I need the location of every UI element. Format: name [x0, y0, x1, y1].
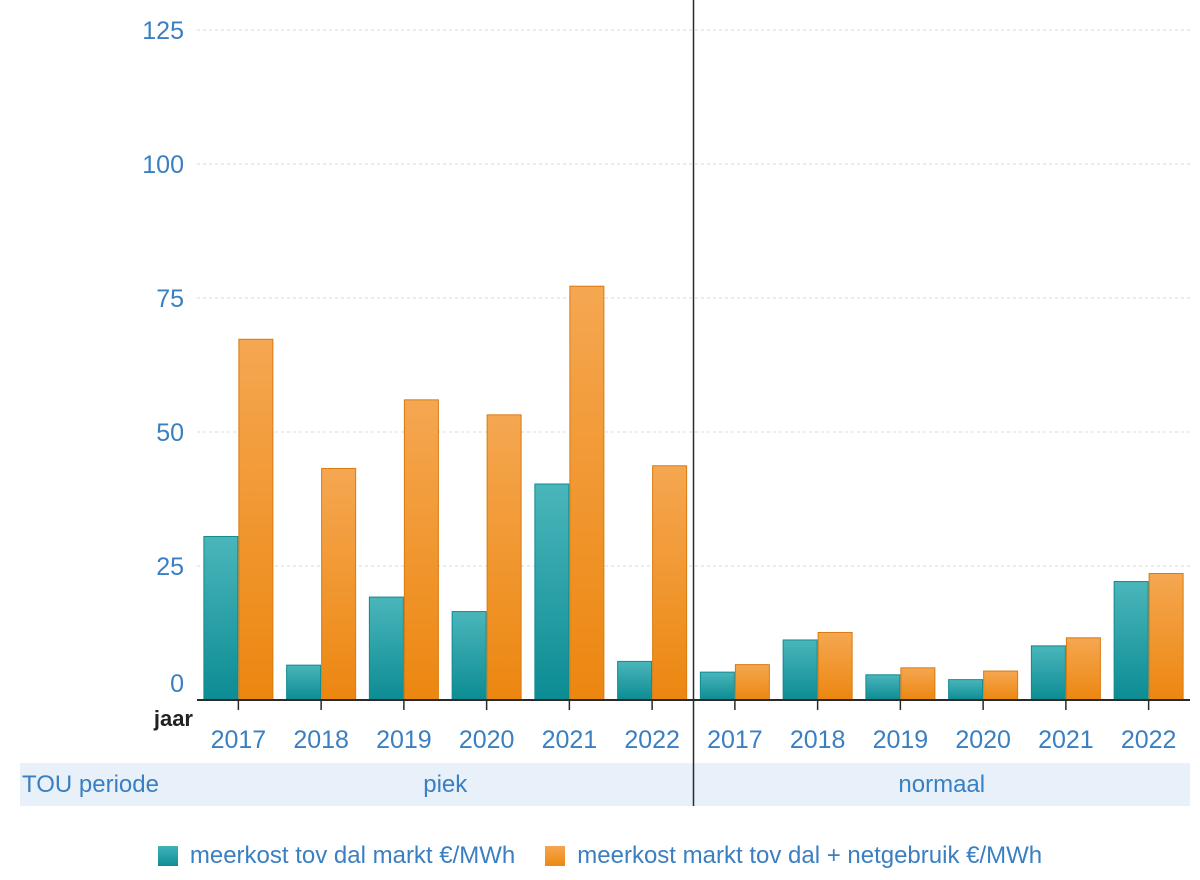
x-tick-label-piek-2022: 2022 — [624, 726, 680, 754]
bar-orange-piek-2019 — [403, 399, 439, 701]
legend-swatch-orange — [545, 846, 566, 866]
bar-orange-piek-2021 — [569, 285, 605, 701]
bar-teal-normaal-2022 — [1113, 581, 1149, 701]
bar-teal-normaal-2018 — [782, 639, 818, 701]
bar-orange-normaal-2019 — [900, 667, 936, 701]
y-tick-label-25: 25 — [156, 553, 184, 581]
y-tick-label-50: 50 — [156, 419, 184, 447]
x-tick-label-normaal-2019: 2019 — [873, 726, 929, 754]
x-tick-label-piek-2019: 2019 — [376, 726, 432, 754]
group-label-normaal: normaal — [898, 771, 985, 798]
legend-item-teal[interactable]: meerkost tov dal markt €/MWh — [157, 842, 516, 870]
y-tick-label-125: 125 — [142, 17, 184, 45]
x-axis-label: jaar — [153, 706, 194, 731]
bar-orange-normaal-2021 — [1065, 637, 1101, 701]
legend-swatch-teal — [157, 846, 178, 866]
bar-orange-piek-2020 — [486, 414, 522, 701]
bar-orange-normaal-2017 — [734, 664, 770, 701]
legend-item-orange[interactable]: meerkost markt tov dal + netgebruik €/MW… — [545, 842, 1042, 870]
bar-chart: 0 25 50 75 100 125 2017 2018 2019 2020 2021 2022 201… — [20, 0, 1190, 806]
bar-orange-normaal-2020 — [983, 670, 1019, 701]
bar-orange-normaal-2022 — [1148, 573, 1184, 701]
x-tick-label-piek-2018: 2018 — [293, 726, 349, 754]
bar-teal-normaal-2017 — [699, 671, 735, 701]
bar-orange-piek-2018 — [321, 467, 357, 701]
x-tick-label-piek-2021: 2021 — [542, 726, 598, 754]
x-tick-label-piek-2017: 2017 — [211, 726, 267, 754]
x-tick-label-normaal-2017: 2017 — [707, 726, 763, 754]
y-tick-label-100: 100 — [142, 151, 184, 179]
bar-orange-piek-2022 — [652, 465, 688, 701]
y-tick-label-0: 0 — [170, 670, 184, 698]
x-tick-label-normaal-2021: 2021 — [1038, 726, 1094, 754]
bar-teal-piek-2018 — [286, 664, 322, 701]
x-tick-label-normaal-2018: 2018 — [790, 726, 846, 754]
bar-teal-normaal-2019 — [865, 674, 901, 701]
legend: meerkost tov dal markt €/MWh meerkost ma… — [0, 836, 1200, 876]
bar-teal-normaal-2021 — [1030, 645, 1066, 701]
category-band — [20, 763, 1190, 806]
x-tick-label-normaal-2022: 2022 — [1121, 726, 1177, 754]
bar-teal-piek-2017 — [203, 536, 239, 701]
group-label-piek: piek — [423, 771, 468, 798]
x-tick-label-piek-2020: 2020 — [459, 726, 515, 754]
bar-teal-piek-2019 — [368, 596, 404, 701]
bar-orange-normaal-2018 — [817, 631, 853, 701]
bar-orange-piek-2017 — [238, 338, 274, 701]
bar-teal-normaal-2020 — [948, 679, 984, 701]
legend-label-orange: meerkost markt tov dal + netgebruik €/MW… — [577, 842, 1043, 869]
x-tick-label-normaal-2020: 2020 — [955, 726, 1011, 754]
legend-label-teal: meerkost tov dal markt €/MWh — [189, 842, 516, 869]
y-tick-label-75: 75 — [156, 285, 184, 313]
row-label-tou: TOU periode — [22, 771, 159, 798]
bar-teal-piek-2020 — [451, 611, 487, 701]
bar-teal-piek-2022 — [617, 660, 653, 701]
bar-teal-piek-2021 — [534, 483, 570, 701]
